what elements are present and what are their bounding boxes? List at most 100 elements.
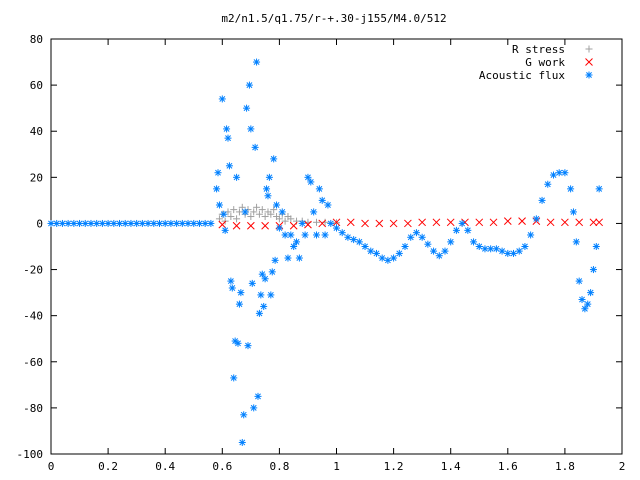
data-point [228,284,236,292]
data-point [258,206,266,214]
data-point [361,219,369,228]
y-tick-label: -80 [23,402,43,415]
data-point [546,218,555,227]
data-point [318,219,327,228]
data-point [213,185,221,193]
data-point [227,213,235,221]
data-point [271,256,279,264]
data-point [248,279,256,287]
data-point [489,218,498,227]
data-point [384,256,392,264]
data-point [324,201,332,209]
data-point [332,218,341,227]
data-point [561,218,569,227]
x-tick-label: 0.8 [269,460,289,473]
axis-ticks: 0 0.2 0.4 0.6 0.8 1 1.2 1.4 1.6 1.8 2 -100 -80 -60 -40… [17,33,626,473]
data-point [575,218,584,227]
data-point [446,218,455,227]
data-point [230,206,238,214]
data-point [273,201,281,209]
data-point [361,243,369,250]
legend-label: Acoustic flux [479,69,565,82]
data-point [287,231,295,239]
data-point [255,309,263,317]
data-point [313,218,321,226]
data-point [257,291,265,299]
data-point [412,229,420,237]
data-point [595,185,603,193]
data-point [452,226,460,234]
data-point [247,213,255,221]
data-point [567,185,575,193]
data-point [287,215,295,223]
data-point [375,219,384,228]
data-point [503,217,512,225]
data-point [218,95,226,103]
data-point [390,254,398,262]
data-point [407,233,415,241]
y-tick-label: 80 [30,33,43,46]
data-point [492,245,500,253]
data-point [418,233,426,241]
legend-marker [585,45,593,53]
data-point [595,218,604,227]
x-tick-label: 1.8 [555,460,575,473]
data-point [241,208,249,216]
y-tick-label: -100 [17,448,44,461]
legend-label: R stress [512,43,565,56]
data-point [592,243,600,250]
data-point [81,219,89,227]
x-tick-label: 1.6 [498,460,518,473]
data-point [575,277,583,285]
data-point [532,215,540,223]
data-point [150,219,158,227]
y-tick-label: 0 [36,217,43,230]
data-point [190,219,198,227]
data-point [521,243,529,250]
data-point [263,185,271,193]
x-tick-label: 0.4 [155,460,175,473]
data-point [584,300,592,308]
data-point [378,254,386,262]
data-point [430,247,438,255]
data-point [238,438,246,446]
data-point [144,219,152,227]
data-point [418,218,427,227]
x-tick-label: 2 [619,460,626,473]
data-point [295,254,303,262]
data-point [240,411,248,419]
data-point [487,245,495,253]
data-point [527,231,535,239]
y-tick-label: 20 [30,171,43,184]
data-point [435,252,443,260]
y-tick-label: 60 [30,79,43,92]
data-point [270,155,278,163]
data-point [327,219,335,227]
data-point [275,215,283,223]
data-point [268,268,276,276]
data-point [549,171,557,179]
data-point [321,218,329,226]
data-point [298,219,306,227]
data-point [569,208,577,216]
y-tick-label: -40 [23,310,43,323]
data-point [367,247,375,255]
data-point [475,243,483,250]
data-point [321,231,329,239]
data-point [464,226,472,234]
data-point [178,219,186,227]
y-tick-label: 40 [30,125,43,138]
series-acoustic-flux [47,58,603,446]
data-point [237,289,245,297]
data-point [224,134,232,142]
data-point [235,300,243,308]
data-point [432,218,441,227]
data-point [470,238,478,246]
data-point [498,247,506,255]
data-point [246,221,255,230]
data-point [214,169,222,177]
data-point [267,210,275,218]
